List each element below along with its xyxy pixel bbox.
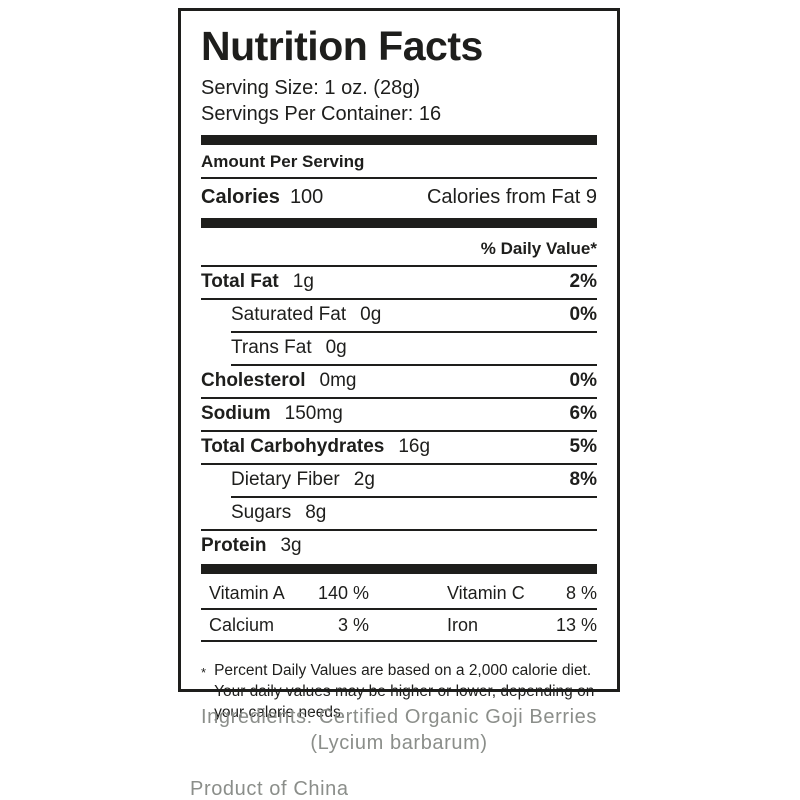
ingredients-line2: (Lycium barbarum): [310, 732, 488, 754]
label-title: Nutrition Facts: [201, 23, 483, 69]
product-origin-text: Product of China: [190, 778, 349, 800]
divider-thin: [201, 430, 597, 432]
divider-thick: [201, 135, 597, 145]
servings-per-container: Servings Per Container: 16: [201, 103, 442, 125]
nutrient-row-sodium: Sodium 150mg 6%: [201, 403, 597, 424]
calcium-value: 3 %: [337, 615, 369, 635]
nutrient-row-saturated-fat: Saturated Fat 0g 0%: [231, 304, 597, 325]
nutrition-facts-label: Nutrition Facts Serving Size: 1 oz. (28g…: [178, 8, 620, 721]
vitamin-row: Vitamin A 140 % Vitamin C 8 %: [201, 578, 597, 608]
vitamins-section: Vitamin A 140 % Vitamin C 8 % Calcium 3 % I…: [201, 578, 597, 642]
vitamin-row: Calcium 3 % Iron 13 %: [201, 610, 597, 640]
nutrient-row-total-carbohydrates: Total Carbohydrates 16g 5%: [201, 436, 597, 457]
calories-from-fat: Calories from Fat 9: [426, 186, 597, 208]
nutrient-row-sugars: Sugars 8g: [231, 502, 327, 523]
iron-label: Iron: [447, 615, 479, 635]
nutrient-row-protein: Protein 3g: [201, 535, 302, 556]
nutrient-row-cholesterol: Cholesterol 0mg 0%: [201, 370, 597, 391]
ingredients-text: Ingredients: Certified Organic Goji Berr…: [178, 704, 620, 756]
asterisk-marker: *: [201, 665, 207, 680]
footnote-text: Percent Daily Values are based on a 2,00…: [214, 662, 595, 721]
daily-value-header: % Daily Value*: [201, 228, 597, 267]
daily-value-footnote: * Percent Daily Values are based on a 2,…: [201, 660, 595, 723]
divider-thin: [201, 640, 597, 642]
divider-thin: [201, 397, 597, 399]
ingredients-line1: Ingredients: Certified Organic Goji Berr…: [201, 706, 597, 728]
nutrient-row-trans-fat: Trans Fat 0g: [231, 337, 347, 358]
divider-thin-indented: [231, 496, 597, 498]
vitamin-c-value: 8 %: [565, 583, 597, 603]
calcium-label: Calcium: [209, 615, 275, 635]
divider-thin-indented: [231, 331, 597, 333]
divider-thin: [201, 608, 597, 610]
divider-thick: [201, 564, 597, 574]
divider-thin: [201, 298, 597, 300]
vitamin-c-label: Vitamin C: [447, 583, 525, 603]
amount-per-serving-header: Amount Per Serving: [201, 145, 597, 179]
divider-thin-indented: [231, 364, 597, 366]
serving-size: Serving Size: 1 oz. (28g): [201, 77, 420, 99]
divider-thin: [201, 529, 597, 531]
calories-row: Calories 100 Calories from Fat 9: [201, 179, 597, 218]
nutrient-row-total-fat: Total Fat 1g 2%: [201, 271, 597, 292]
calories-value: 100: [289, 186, 324, 208]
divider-thick: [201, 218, 597, 228]
calories-label: Calories 100: [201, 186, 324, 208]
iron-value: 13 %: [555, 615, 597, 635]
divider-thin: [201, 463, 597, 465]
serving-info: Serving Size: 1 oz. (28g) Servings Per C…: [201, 75, 597, 127]
nutrient-row-dietary-fiber: Dietary Fiber 2g 8%: [231, 469, 597, 490]
vitamin-a-label: Vitamin A: [209, 583, 285, 603]
vitamin-a-value: 140 %: [317, 583, 369, 603]
